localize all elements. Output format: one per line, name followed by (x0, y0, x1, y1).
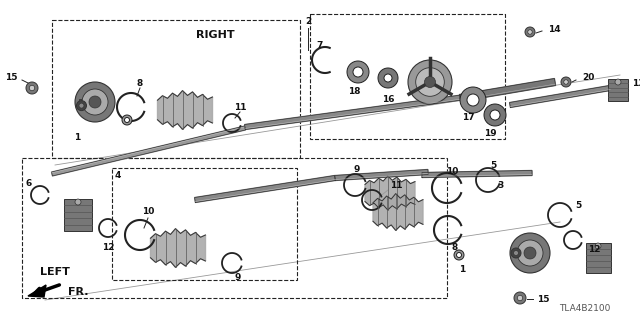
Circle shape (26, 82, 38, 94)
Polygon shape (150, 228, 205, 268)
Polygon shape (460, 78, 556, 101)
Bar (514, 250, 530, 256)
Text: 14: 14 (548, 26, 561, 35)
Text: 10: 10 (446, 167, 458, 177)
Circle shape (484, 104, 506, 126)
Circle shape (490, 110, 500, 120)
Circle shape (595, 243, 601, 249)
Circle shape (347, 61, 369, 83)
Text: 6: 6 (26, 179, 32, 188)
Text: 8: 8 (137, 78, 143, 87)
Text: 18: 18 (348, 87, 360, 97)
Circle shape (89, 96, 101, 108)
Text: 2: 2 (305, 18, 311, 27)
Circle shape (408, 60, 452, 104)
Circle shape (353, 67, 363, 77)
Circle shape (29, 85, 35, 91)
Circle shape (467, 94, 479, 106)
Polygon shape (157, 91, 212, 129)
Circle shape (460, 87, 486, 113)
Polygon shape (509, 85, 611, 108)
Text: 7: 7 (317, 41, 323, 50)
Circle shape (125, 117, 129, 123)
Circle shape (82, 89, 108, 115)
Circle shape (454, 250, 464, 260)
Polygon shape (244, 92, 481, 130)
Polygon shape (195, 176, 335, 203)
Text: 16: 16 (381, 95, 394, 105)
Bar (79, 99, 95, 105)
Circle shape (79, 103, 84, 108)
Text: LEFT: LEFT (40, 267, 70, 277)
Bar (310, 14, 505, 139)
Bar (608, 79, 628, 101)
Circle shape (525, 27, 535, 37)
Circle shape (511, 248, 521, 258)
Circle shape (424, 76, 435, 87)
Polygon shape (422, 171, 532, 178)
Text: 9: 9 (354, 165, 360, 174)
Text: 8: 8 (452, 244, 458, 252)
Bar (586, 243, 611, 273)
Text: 1: 1 (459, 266, 465, 275)
Text: 1: 1 (74, 133, 80, 142)
Circle shape (513, 251, 518, 255)
Circle shape (510, 233, 550, 273)
Circle shape (122, 115, 132, 125)
Text: 10: 10 (142, 207, 154, 217)
Circle shape (561, 77, 571, 87)
Circle shape (517, 295, 523, 301)
Circle shape (528, 30, 532, 34)
Text: 4: 4 (115, 171, 121, 180)
Circle shape (384, 74, 392, 82)
Circle shape (564, 80, 568, 84)
Circle shape (514, 292, 526, 304)
Text: 19: 19 (484, 129, 496, 138)
Text: 5: 5 (490, 161, 496, 170)
Text: 13: 13 (632, 79, 640, 89)
Text: 11: 11 (390, 181, 403, 190)
Text: 12: 12 (102, 244, 115, 252)
Polygon shape (335, 170, 428, 180)
Polygon shape (365, 176, 415, 210)
Text: FR.: FR. (68, 287, 88, 297)
Bar (112, 168, 297, 280)
Polygon shape (52, 126, 246, 176)
Circle shape (76, 100, 86, 111)
Bar (52, 20, 300, 158)
Text: 5: 5 (575, 201, 581, 210)
Circle shape (456, 252, 461, 258)
Text: RIGHT: RIGHT (196, 30, 234, 40)
Circle shape (524, 247, 536, 259)
Text: TLA4B2100: TLA4B2100 (559, 304, 610, 313)
Circle shape (75, 199, 81, 205)
Text: 20: 20 (582, 74, 595, 83)
Text: 9: 9 (235, 274, 241, 283)
Circle shape (615, 79, 621, 85)
Circle shape (416, 68, 444, 96)
Text: 12: 12 (588, 245, 600, 254)
Bar (64, 199, 92, 231)
Circle shape (378, 68, 398, 88)
Polygon shape (28, 285, 46, 297)
Text: 3: 3 (497, 181, 503, 190)
Circle shape (75, 82, 115, 122)
Text: 15: 15 (6, 74, 18, 83)
Bar (22, 158, 447, 298)
Text: 17: 17 (461, 114, 474, 123)
Polygon shape (373, 194, 423, 230)
Text: 11: 11 (234, 102, 246, 111)
Text: 15: 15 (537, 295, 550, 305)
Circle shape (517, 240, 543, 266)
